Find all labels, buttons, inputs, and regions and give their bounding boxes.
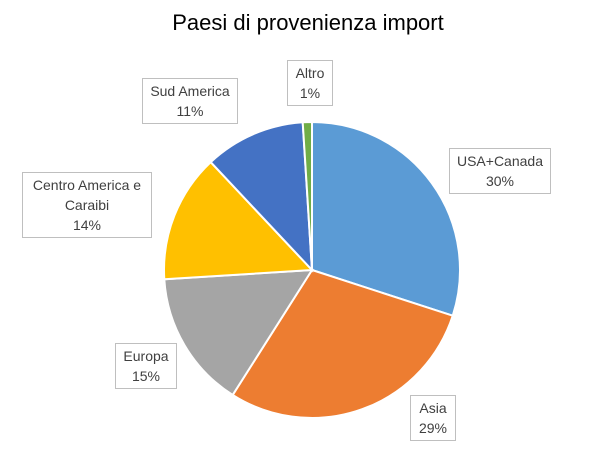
pie-slice [163,268,314,397]
data-label: Centro America e Caraibi 14% [22,172,152,238]
label-name: USA+Canada [456,153,543,169]
label-name: Asia [419,400,447,416]
pie-slice [301,120,313,271]
pie-slice [163,160,315,281]
label-name: Europa [123,348,169,364]
label-value: 30% [485,173,515,189]
label-name: Centro America e Caraibi [32,177,142,213]
data-label: Europa 15% [115,343,177,389]
label-value: 29% [418,420,448,436]
data-label: USA+Canada 30% [449,148,551,194]
label-value: 14% [72,217,102,233]
pie-slice [231,268,455,419]
label-name: Sud America [150,83,230,99]
data-label: Altro 1% [287,60,333,106]
label-value: 11% [176,103,204,119]
data-label: Sud America 11% [142,78,238,124]
label-name: Altro [295,65,325,81]
data-label: Asia 29% [410,395,456,441]
label-value: 15% [131,368,161,384]
pie-slice [311,120,461,317]
pie-slice [209,121,314,273]
label-value: 1% [299,85,321,101]
chart-title: Paesi di provenienza import [172,10,443,35]
